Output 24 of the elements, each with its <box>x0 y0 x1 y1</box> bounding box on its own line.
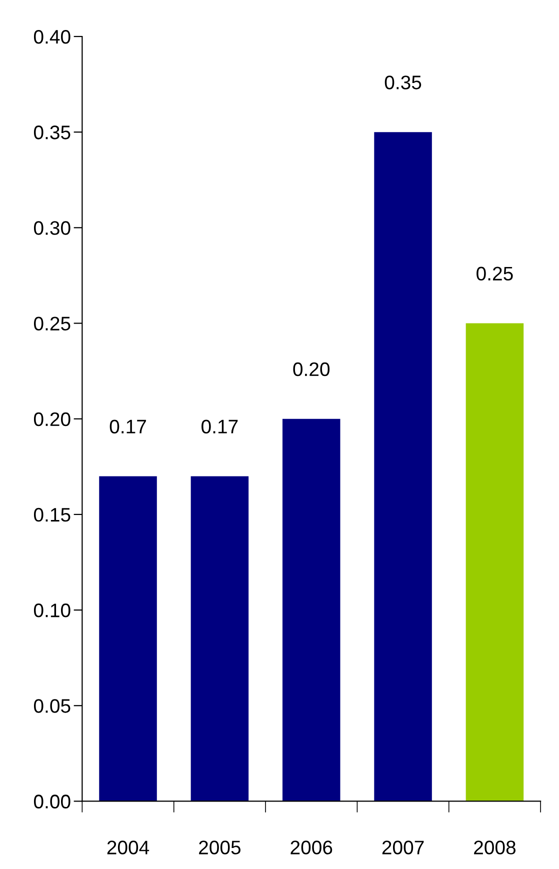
x-tick-label: 2008 <box>474 840 516 854</box>
data-label: 0.17 <box>202 420 238 434</box>
y-tick-label: 0.00 <box>34 794 70 808</box>
x-tick-label: 2007 <box>382 840 424 854</box>
y-tick-label: 0.40 <box>34 30 70 44</box>
bar <box>190 476 249 802</box>
bar <box>374 132 432 802</box>
data-label: 0.17 <box>110 420 146 434</box>
x-tick-label: 2004 <box>107 840 150 854</box>
y-tick-label: 0.20 <box>34 412 70 426</box>
bar <box>282 418 340 802</box>
data-label: 0.35 <box>384 76 422 90</box>
x-tick-label: 2006 <box>290 840 332 854</box>
y-tick-label: 0.30 <box>34 221 70 235</box>
data-label: 0.20 <box>293 362 330 376</box>
data-label: 0.25 <box>476 266 513 281</box>
y-tick-label: 0.10 <box>34 604 70 618</box>
bar <box>99 476 157 802</box>
y-tick-label: 0.15 <box>34 508 70 522</box>
y-tick-label: 0.35 <box>34 126 70 140</box>
y-tick-label: 0.25 <box>34 316 70 331</box>
bar <box>466 323 524 802</box>
y-tick-label: 0.05 <box>34 699 70 713</box>
x-tick-label: 2005 <box>199 840 240 854</box>
